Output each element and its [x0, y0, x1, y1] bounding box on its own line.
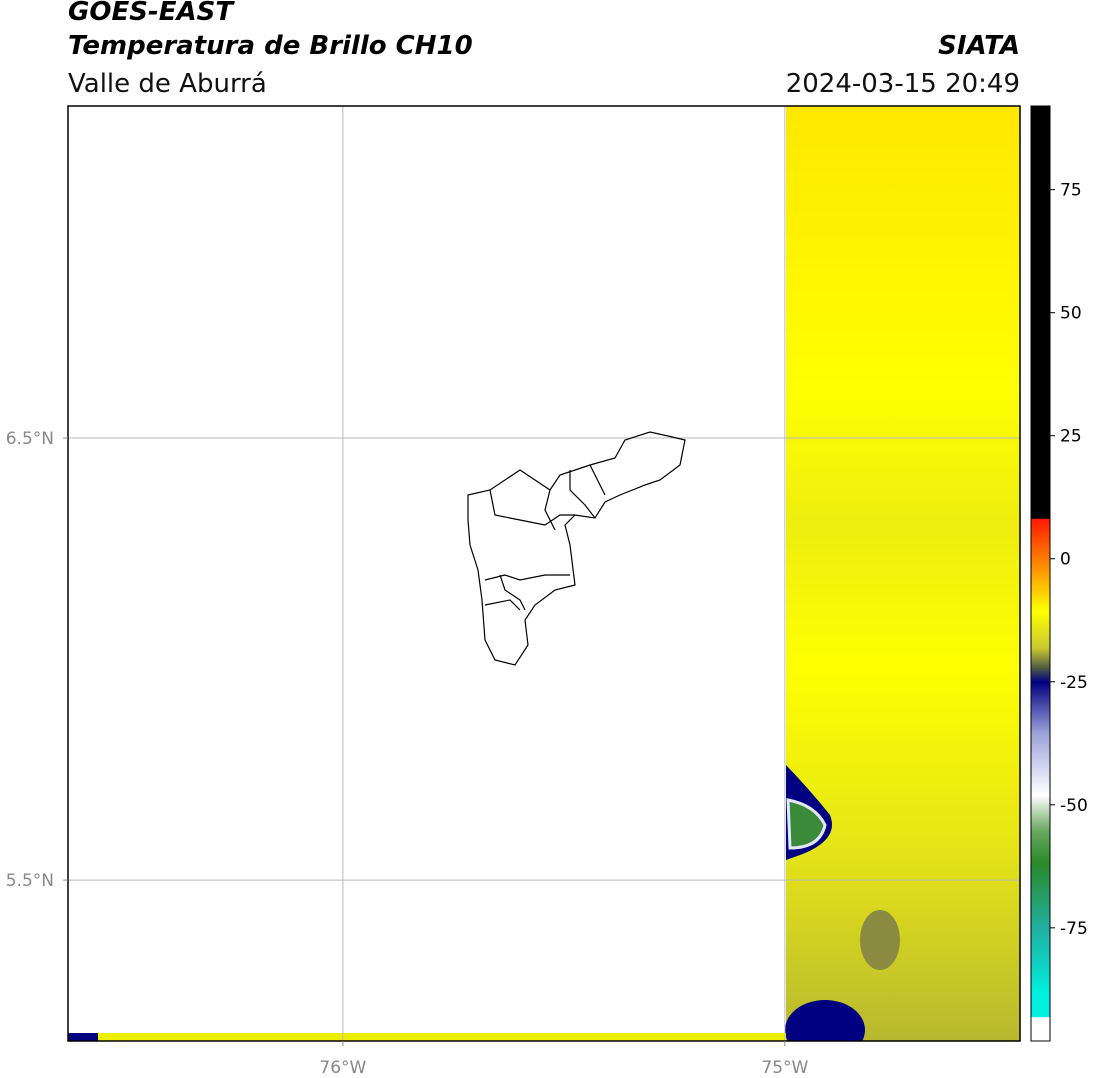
colorbar [1030, 105, 1051, 1042]
colorbar-tick-label: -50 [1060, 796, 1088, 816]
subtitle: Temperatura de Brillo CH10 [68, 31, 473, 61]
municipalities [467, 431, 686, 666]
image-strip-bottom [68, 1033, 786, 1041]
colorbar-tick-label: -25 [1060, 673, 1088, 693]
cold-cloud [785, 1000, 865, 1041]
colorbar-tick-label: 0 [1060, 550, 1071, 570]
cold-cloud [68, 1033, 98, 1041]
cold-cloud-core [786, 798, 827, 850]
colorbar-tick-label: 25 [1060, 427, 1082, 447]
image-strip [786, 106, 1020, 1041]
lat-tick-label: 5.5°N [6, 871, 54, 891]
geo-ticks: 76°W 75°W 6.5°N 5.5°N [6, 429, 809, 1078]
municipality-borders [484, 464, 606, 611]
lon-tick-label: 75°W [761, 1058, 808, 1078]
region-outline [467, 431, 686, 666]
map-frame [67, 105, 1021, 1042]
satellite-image [68, 106, 1020, 1041]
datetime: 2024-03-15 20:49 [786, 69, 1020, 99]
lon-tick-label: 76°W [319, 1058, 366, 1078]
colorbar-ticks: 75 50 25 0 -25 -50 -75 [1050, 181, 1088, 939]
colorbar-tick-label: 75 [1060, 181, 1082, 201]
region: Valle de Aburrá [68, 69, 267, 99]
cloud-patch [860, 910, 900, 970]
colorbar-tick-label: 50 [1060, 304, 1082, 324]
colorbar-tick-label: -75 [1060, 919, 1088, 939]
title: GOES-EAST [68, 0, 235, 27]
graticule [68, 106, 1020, 1041]
source: SIATA [938, 31, 1020, 61]
lat-tick-label: 6.5°N [6, 429, 54, 449]
